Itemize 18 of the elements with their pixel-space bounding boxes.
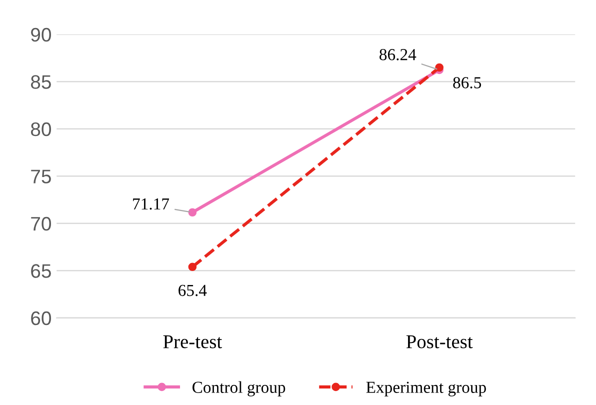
point — [188, 208, 197, 217]
x-tick-label: Pre-test — [163, 335, 222, 348]
legend-label: Experiment group — [366, 382, 486, 396]
y-tick-label: 90 — [31, 28, 51, 42]
y-tick-label: 85 — [30, 75, 51, 89]
x-tick-label: Post-test — [406, 335, 473, 348]
data-label: 71.17 — [133, 198, 170, 210]
point — [435, 63, 444, 72]
y-tick-label: 60 — [31, 311, 51, 326]
y-tick-label: 75 — [31, 170, 51, 184]
data-label: 86.24 — [380, 48, 416, 60]
y-tick-label: 65 — [31, 264, 51, 278]
y-tick-label: 70 — [31, 216, 51, 231]
legend-label: Control group — [192, 381, 286, 396]
data-label: 86.5 — [453, 77, 482, 88]
y-tick-label: 80 — [30, 122, 51, 136]
point — [188, 262, 197, 272]
data-label: 65.4 — [178, 284, 207, 296]
